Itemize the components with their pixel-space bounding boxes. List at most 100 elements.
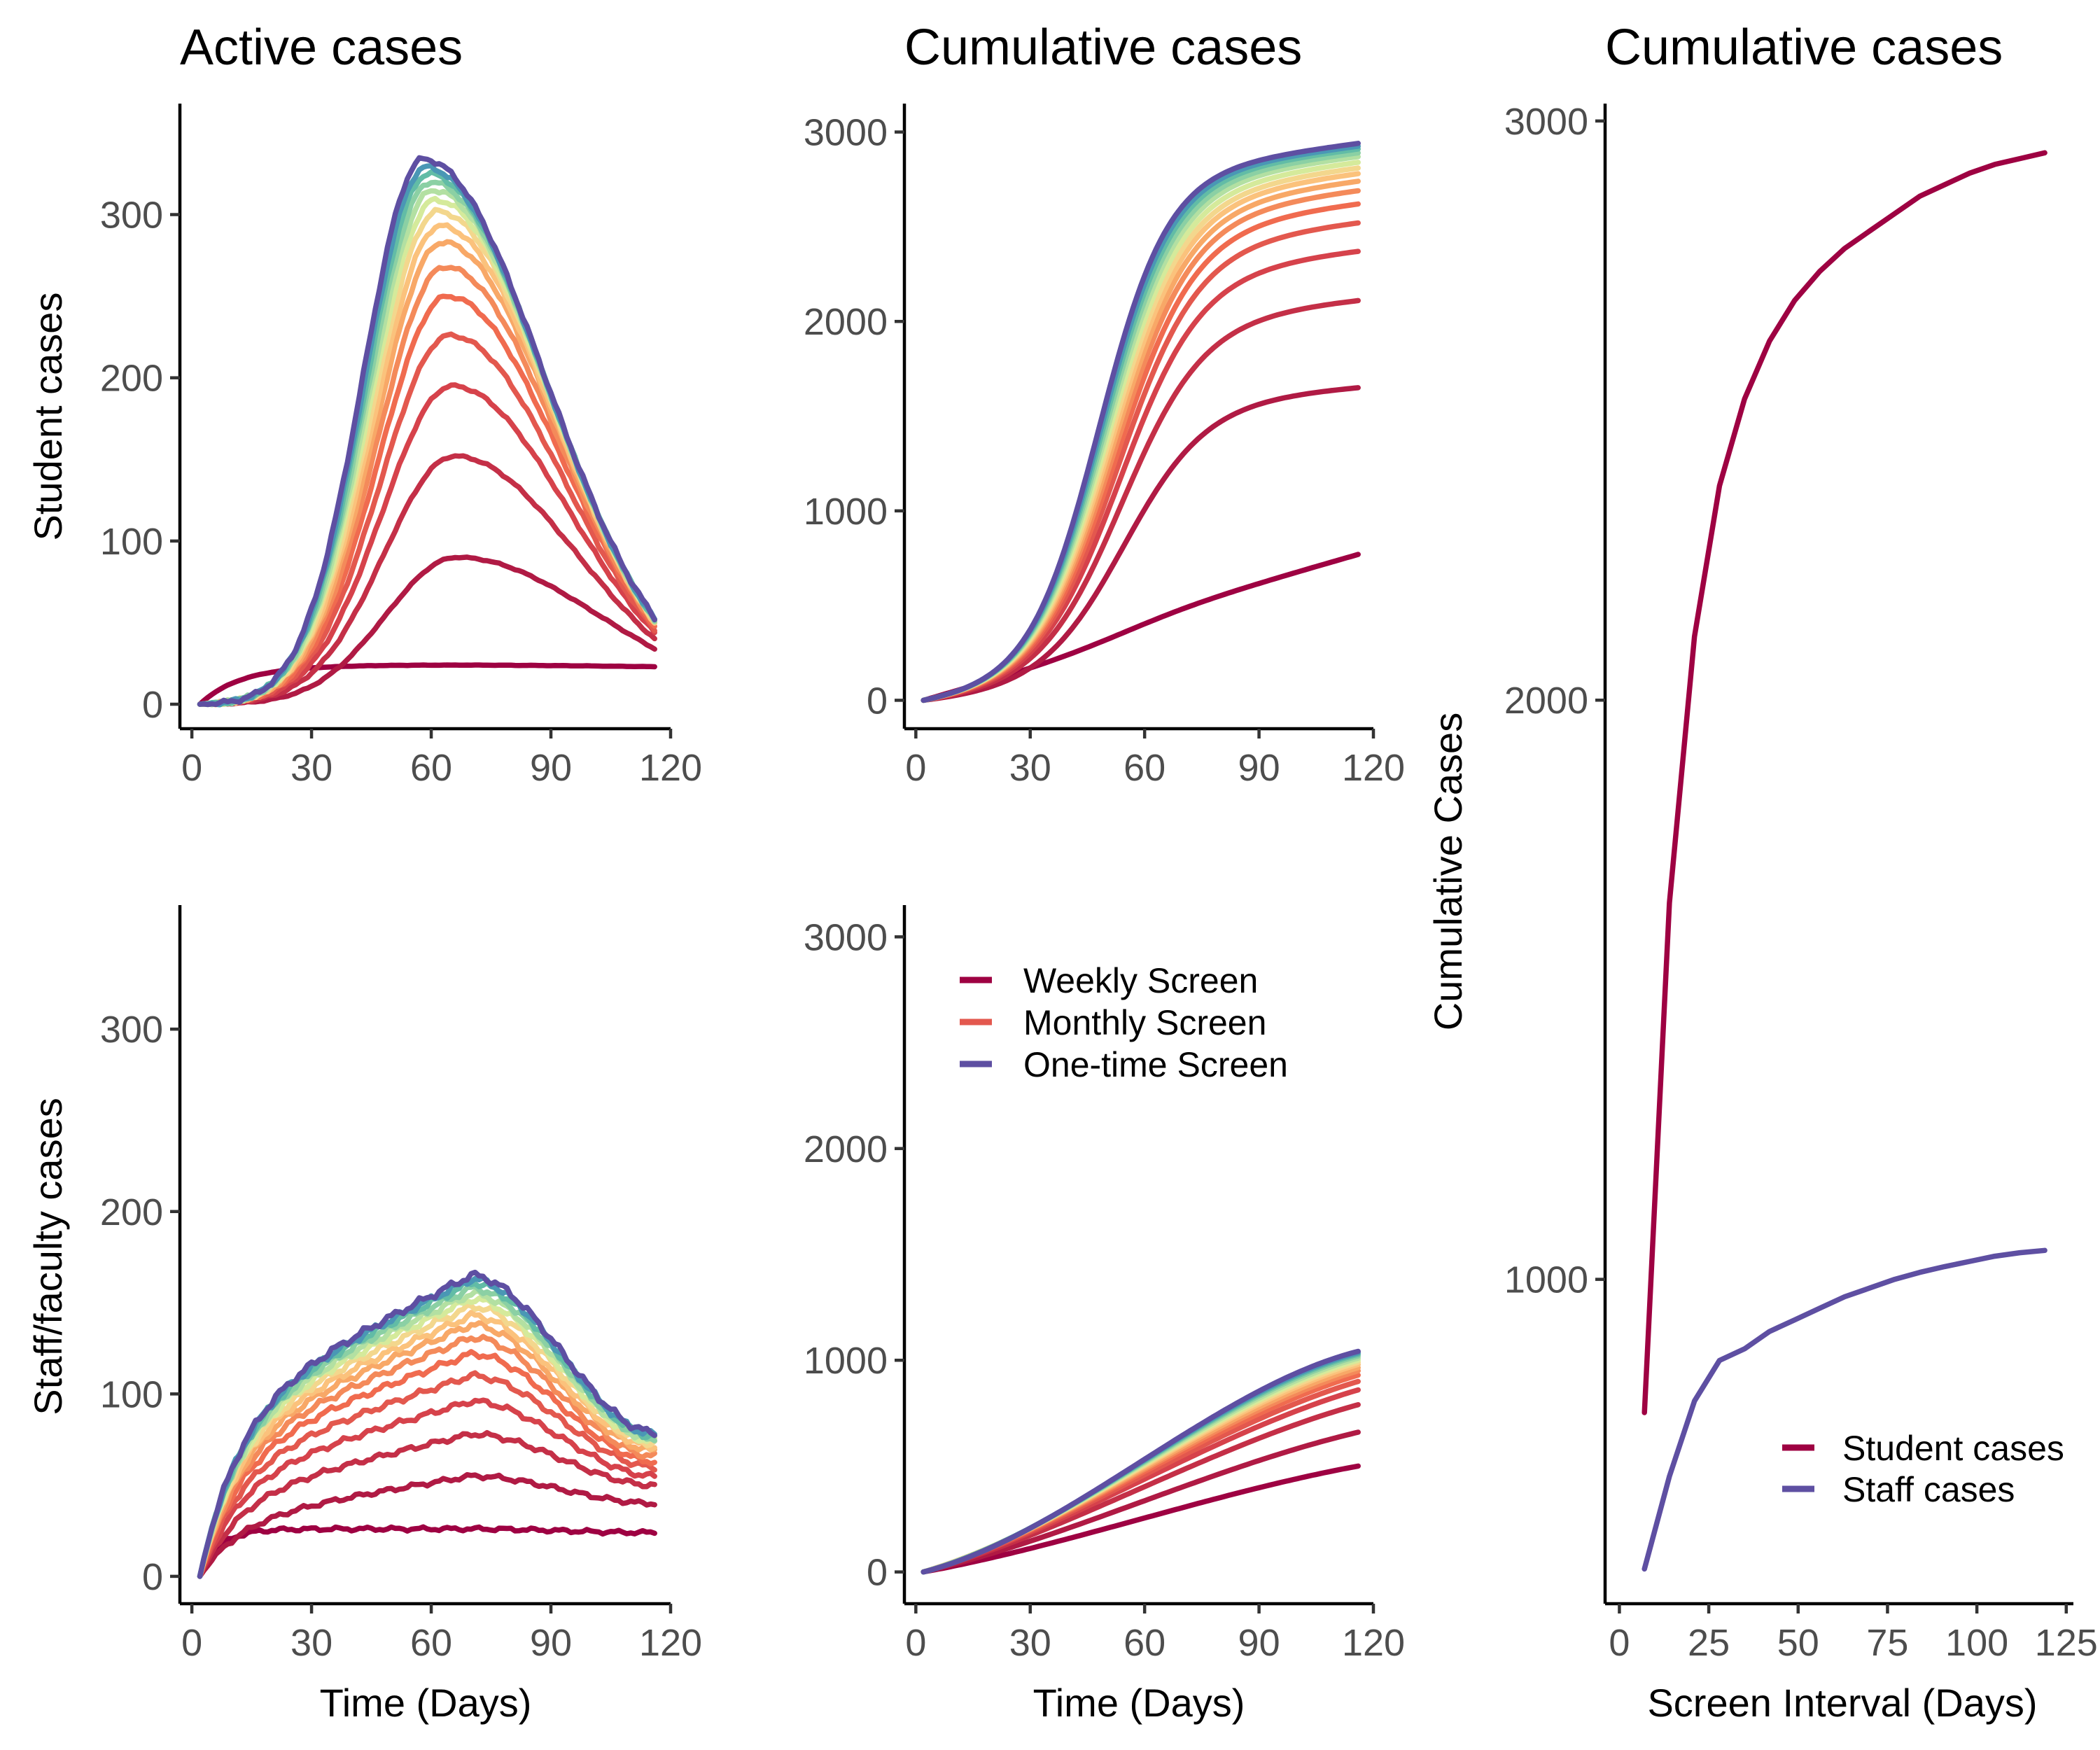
x-tick-label: 0 bbox=[905, 1622, 926, 1664]
legend-label-student: Student cases bbox=[1842, 1429, 2064, 1468]
y-axis-title: Staff/faculty cases bbox=[26, 1098, 70, 1415]
y-tick-label: 200 bbox=[100, 358, 163, 400]
x-tick-label: 120 bbox=[1342, 1622, 1405, 1664]
y-axis-title: Cumulative Cases bbox=[1426, 713, 1470, 1030]
x-tick-label: 125 bbox=[2035, 1622, 2098, 1664]
y-tick-label: 0 bbox=[142, 684, 163, 726]
series-line bbox=[197, 1397, 657, 1579]
series-line bbox=[920, 141, 1361, 704]
series-line bbox=[920, 165, 1361, 704]
x-tick-label: 0 bbox=[1609, 1622, 1630, 1664]
x-tick-label: 90 bbox=[530, 747, 572, 789]
x-tick-label: 120 bbox=[1342, 747, 1405, 789]
y-axis-title: Student cases bbox=[26, 293, 70, 541]
series-lines bbox=[197, 155, 657, 708]
y-tick-label: 2000 bbox=[804, 301, 888, 343]
x-tick-label: 0 bbox=[905, 747, 926, 789]
x-tick-label: 120 bbox=[639, 1622, 702, 1664]
panel-cumulative-by-screen-interval: Cumulative cases Cumulative Cases Screen… bbox=[1426, 20, 2098, 1725]
x-tick-label: 60 bbox=[410, 1622, 452, 1664]
axis-ticks: 0 25 50 75 100 125 1000 2000 3000 bbox=[1504, 101, 2098, 1664]
x-tick-label: 25 bbox=[1688, 1622, 1730, 1664]
x-tick-label: 0 bbox=[181, 1622, 202, 1664]
series-line bbox=[197, 195, 657, 708]
panel-active-staff-cases: Staff/faculty cases Time (Days) 0 30 60 90 1… bbox=[26, 905, 702, 1725]
series-line bbox=[197, 1429, 657, 1579]
legend-label-staff: Staff cases bbox=[1842, 1470, 2015, 1509]
y-tick-label: 3000 bbox=[804, 916, 888, 958]
series-lines bbox=[920, 1348, 1361, 1575]
series-line bbox=[197, 1349, 657, 1579]
axis-ticks: 0 30 60 90 120 0 1000 2000 3000 bbox=[804, 112, 1405, 789]
series-line bbox=[920, 171, 1361, 704]
student-cases-line bbox=[1642, 150, 2047, 1415]
axis-ticks: 0 30 60 90 120 0 100 200 300 bbox=[100, 1009, 702, 1664]
series-lines bbox=[920, 141, 1361, 704]
y-tick-label: 100 bbox=[100, 521, 163, 563]
legend-label-weekly: Weekly Screen bbox=[1023, 961, 1258, 1000]
series-line bbox=[197, 1269, 657, 1579]
series-line bbox=[920, 385, 1361, 704]
legend-screen-frequency: Weekly Screen Monthly Screen One-time Sc… bbox=[960, 961, 1288, 1084]
x-axis-title: Time (Days) bbox=[1033, 1681, 1245, 1725]
legend-label-monthly: Monthly Screen bbox=[1023, 1003, 1266, 1042]
y-tick-label: 2000 bbox=[804, 1128, 888, 1170]
series-line bbox=[197, 222, 657, 707]
series-line bbox=[197, 179, 657, 708]
x-tick-label: 75 bbox=[1866, 1622, 1908, 1664]
series-line bbox=[197, 1471, 657, 1579]
panel-active-student-cases: Active cases Student cases 0 30 60 90 120 0 10… bbox=[26, 20, 702, 789]
x-tick-label: 50 bbox=[1777, 1622, 1819, 1664]
x-tick-label: 30 bbox=[1009, 1622, 1051, 1664]
y-tick-label: 0 bbox=[867, 1552, 888, 1594]
series-line bbox=[197, 1310, 657, 1579]
y-tick-label: 200 bbox=[100, 1191, 163, 1233]
x-tick-label: 90 bbox=[1238, 1622, 1280, 1664]
y-tick-label: 3000 bbox=[1504, 101, 1588, 143]
panel-cumulative-student-cases: Cumulative cases 0 30 60 90 120 0 1000 2000 3000 bbox=[804, 20, 1405, 789]
y-tick-label: 300 bbox=[100, 195, 163, 237]
series-line bbox=[197, 382, 657, 708]
x-tick-label: 0 bbox=[181, 747, 202, 789]
legend-case-type: Student cases Staff cases bbox=[1782, 1429, 2064, 1509]
series-line bbox=[197, 1370, 657, 1579]
series-lines bbox=[197, 1269, 657, 1579]
x-tick-label: 30 bbox=[290, 1622, 332, 1664]
series-line bbox=[920, 1429, 1361, 1575]
series-line bbox=[920, 1348, 1361, 1575]
x-tick-label: 60 bbox=[410, 747, 452, 789]
panel-cumulative-staff-cases: Time (Days) 0 30 60 90 120 0 1000 2000 3000 Week… bbox=[804, 905, 1405, 1725]
y-tick-label: 1000 bbox=[804, 491, 888, 533]
legend-label-one-time: One-time Screen bbox=[1023, 1045, 1288, 1084]
panel-title: Cumulative cases bbox=[1605, 20, 2003, 76]
series-line bbox=[920, 1463, 1361, 1575]
x-tick-label: 30 bbox=[1009, 747, 1051, 789]
y-tick-label: 100 bbox=[100, 1373, 163, 1415]
series-line bbox=[197, 188, 657, 708]
series-line bbox=[197, 163, 657, 708]
x-tick-label: 90 bbox=[530, 1622, 572, 1664]
series-line bbox=[197, 155, 657, 708]
series-line bbox=[197, 1334, 657, 1579]
y-tick-label: 0 bbox=[142, 1556, 163, 1598]
x-tick-label: 60 bbox=[1124, 747, 1166, 789]
series-line bbox=[920, 178, 1361, 704]
x-tick-label: 90 bbox=[1238, 747, 1280, 789]
axis-ticks: 0 30 60 90 120 0 100 200 300 bbox=[100, 195, 702, 789]
panel-title: Active cases bbox=[180, 20, 463, 76]
y-tick-label: 1000 bbox=[804, 1340, 888, 1382]
x-tick-label: 30 bbox=[290, 747, 332, 789]
y-tick-label: 2000 bbox=[1504, 680, 1588, 722]
series-line bbox=[197, 331, 657, 708]
series-line bbox=[197, 1524, 657, 1579]
y-tick-label: 1000 bbox=[1504, 1259, 1588, 1301]
series-line bbox=[197, 1320, 657, 1579]
y-tick-label: 300 bbox=[100, 1009, 163, 1051]
panel-title: Cumulative cases bbox=[904, 20, 1302, 76]
x-tick-label: 100 bbox=[1945, 1622, 2008, 1664]
axis-ticks: 0 30 60 90 120 0 1000 2000 3000 bbox=[804, 916, 1405, 1664]
x-axis-title: Time (Days) bbox=[320, 1681, 532, 1725]
y-tick-label: 0 bbox=[867, 680, 888, 722]
x-tick-label: 120 bbox=[639, 747, 702, 789]
